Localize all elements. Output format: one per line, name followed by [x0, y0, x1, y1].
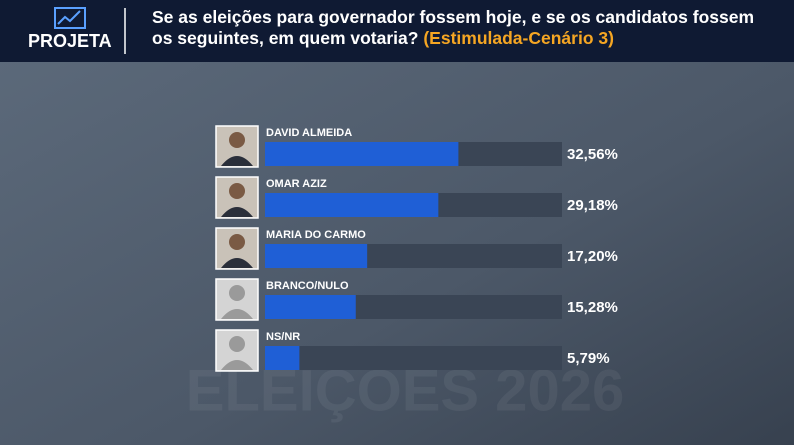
avatar	[215, 227, 259, 270]
value-label: 29,18%	[567, 197, 618, 214]
value-label: 5,79%	[567, 350, 610, 367]
avatar	[215, 329, 259, 372]
avatar-body	[221, 309, 253, 319]
title-text: Se as eleições para governador fossem ho…	[152, 7, 755, 48]
avatar-head	[229, 336, 245, 352]
bar	[265, 142, 459, 166]
value-label: 15,28%	[567, 299, 618, 316]
avatar-head	[229, 234, 245, 250]
avatar-head	[229, 183, 245, 199]
category-label: MARIA DO CARMO	[266, 229, 366, 241]
bar	[265, 346, 300, 370]
brand: PROJETA	[28, 31, 112, 51]
bar	[265, 295, 356, 319]
avatar	[215, 278, 259, 321]
category-label: NS/NR	[266, 331, 300, 343]
avatar	[215, 125, 259, 168]
bar-track	[265, 346, 562, 370]
avatar-body	[221, 156, 253, 166]
category-label: BRANCO/NULO	[266, 280, 349, 292]
avatar-head	[229, 285, 245, 301]
category-label: OMAR AZIZ	[266, 178, 327, 190]
avatar	[215, 176, 259, 219]
bar	[265, 244, 368, 268]
avatar-body	[221, 258, 253, 268]
value-label: 17,20%	[567, 248, 618, 265]
avatar-body	[221, 360, 253, 370]
category-label: DAVID ALMEIDA	[266, 127, 352, 139]
chart-title: Se as eleições para governador fossem ho…	[152, 7, 772, 49]
avatar-head	[229, 132, 245, 148]
value-label: 32,56%	[567, 146, 618, 163]
bar	[265, 193, 439, 217]
avatar-body	[221, 207, 253, 217]
header	[0, 0, 794, 62]
logo-icon	[54, 7, 86, 29]
subtitle: (Estimulada-Cenário 3)	[423, 28, 614, 48]
